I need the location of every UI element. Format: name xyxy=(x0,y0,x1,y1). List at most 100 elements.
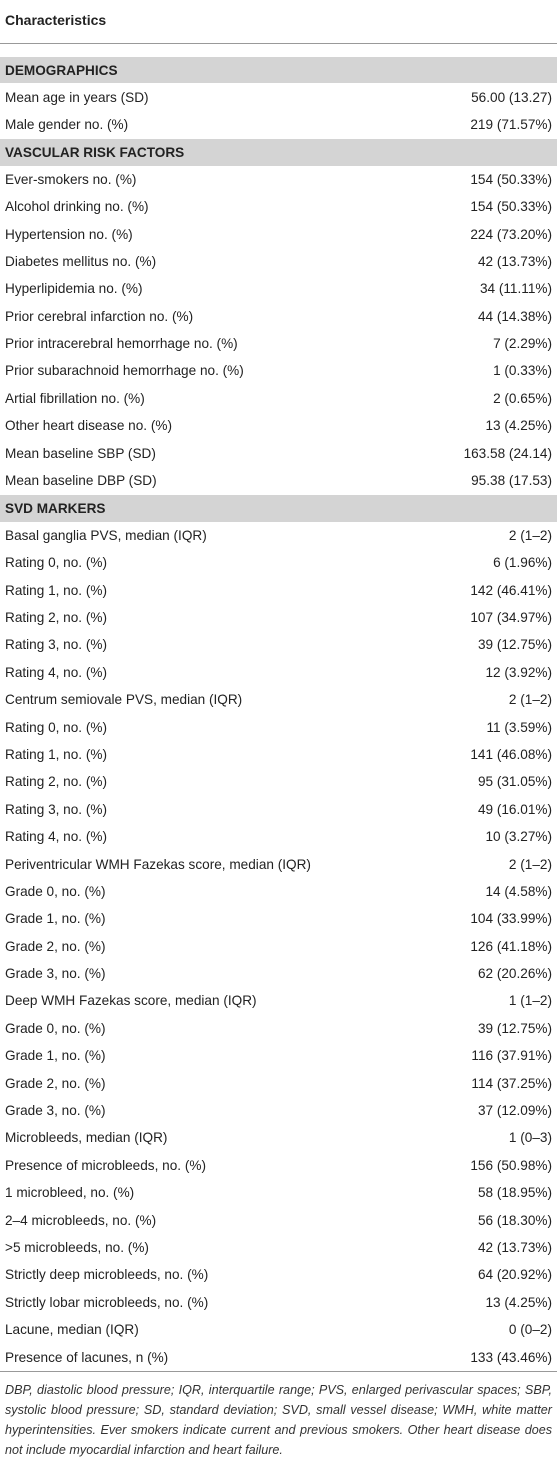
row-value: 2 (0.65%) xyxy=(493,390,552,406)
row-value: 42 (13.73%) xyxy=(477,1239,552,1255)
row-label: Periventricular WMH Fazekas score, media… xyxy=(5,856,311,872)
table-row: Deep WMH Fazekas score, median (IQR) 1 (1… xyxy=(0,987,557,1014)
row-label: Presence of microbleeds, no. (%) xyxy=(5,1157,206,1173)
row-value: 37 (12.09%) xyxy=(477,1103,552,1119)
row-value: 142 (46.41%) xyxy=(470,582,552,598)
row-value: 13 (4.25%) xyxy=(485,1294,553,1310)
row-label: Artial fibrillation no. (%) xyxy=(5,390,145,406)
table-row: Prior cerebral infarction no. (%) 44 (14.… xyxy=(0,303,557,330)
section-header: VASCULAR RISK FACTORS xyxy=(0,138,557,166)
table-header: Characteristics xyxy=(0,0,557,44)
row-label: Diabetes mellitus no. (%) xyxy=(5,253,157,269)
row-label: Centrum semiovale PVS, median (IQR) xyxy=(5,692,243,708)
row-value: 0 (0–2) xyxy=(508,1322,552,1338)
row-value: 154 (50.33%) xyxy=(470,171,552,187)
row-label: Lacune, median (IQR) xyxy=(5,1322,139,1338)
table-row: Presence of microbleeds, no. (%) 156 (50.… xyxy=(0,1152,557,1179)
row-value: 58 (18.95%) xyxy=(477,1185,552,1201)
table-row: Grade 2, no. (%) 114 (37.25%) xyxy=(0,1069,557,1096)
row-value: 39 (12.75%) xyxy=(477,1020,552,1036)
table-row: Male gender no. (%) 219 (71.57%) xyxy=(0,111,557,138)
row-label: 2–4 microbleeds, no. (%) xyxy=(5,1212,157,1228)
row-label: Rating 4, no. (%) xyxy=(5,829,107,845)
table-row: Lacune, median (IQR) 0 (0–2) xyxy=(0,1316,557,1343)
table-row: Rating 3, no. (%) 39 (12.75%) xyxy=(0,631,557,658)
row-label: Rating 0, no. (%) xyxy=(5,719,107,735)
table-row: Rating 1, no. (%) 142 (46.41%) xyxy=(0,576,557,603)
row-value: 39 (12.75%) xyxy=(477,637,552,653)
row-value: 219 (71.57%) xyxy=(470,116,552,132)
row-label: Rating 3, no. (%) xyxy=(5,801,107,817)
table-row: 1 microbleed, no. (%) 58 (18.95%) xyxy=(0,1179,557,1206)
table-row: Alcohol drinking no. (%) 154 (50.33%) xyxy=(0,193,557,220)
table-row: Hyperlipidemia no. (%) 34 (11.11%) xyxy=(0,275,557,302)
row-value: 126 (41.18%) xyxy=(470,938,552,954)
row-label: Grade 1, no. (%) xyxy=(5,911,106,927)
row-value: 95 (31.05%) xyxy=(477,774,552,790)
table-body: DEMOGRAPHICS Mean age in years (SD) 56.00 … xyxy=(0,56,557,1372)
row-value: 1 (1–2) xyxy=(508,993,552,1009)
table-row: Mean age in years (SD) 56.00 (13.27) xyxy=(0,83,557,110)
row-label: Strictly lobar microbleeds, no. (%) xyxy=(5,1294,209,1310)
row-label: Strictly deep microbleeds, no. (%) xyxy=(5,1267,209,1283)
table-row: Rating 0, no. (%) 6 (1.96%) xyxy=(0,549,557,576)
row-value: 2 (1–2) xyxy=(508,527,552,543)
table-row: Diabetes mellitus no. (%) 42 (13.73%) xyxy=(0,248,557,275)
row-value: 114 (37.25%) xyxy=(471,1075,552,1091)
table-row: Other heart disease no. (%) 13 (4.25%) xyxy=(0,412,557,439)
table-row: Hypertension no. (%) 224 (73.20%) xyxy=(0,220,557,247)
row-value: 56 (18.30%) xyxy=(477,1212,552,1228)
table-row: Grade 3, no. (%) 37 (12.09%) xyxy=(0,1097,557,1124)
row-label: Grade 3, no. (%) xyxy=(5,966,106,982)
table-row: Prior subarachnoid hemorrhage no. (%) 1 (… xyxy=(0,357,557,384)
row-label: Grade 0, no. (%) xyxy=(5,883,106,899)
table-row: Strictly lobar microbleeds, no. (%) 13 (4… xyxy=(0,1289,557,1316)
row-label: Prior cerebral infarction no. (%) xyxy=(5,308,194,324)
table-row: 2–4 microbleeds, no. (%) 56 (18.30%) xyxy=(0,1206,557,1233)
row-label: Grade 0, no. (%) xyxy=(5,1020,106,1036)
row-label: Grade 2, no. (%) xyxy=(5,938,106,954)
row-value: 34 (11.11%) xyxy=(479,281,552,297)
row-label: Male gender no. (%) xyxy=(5,116,129,132)
row-label: Rating 1, no. (%) xyxy=(5,582,107,598)
table-row: Rating 3, no. (%) 49 (16.01%) xyxy=(0,796,557,823)
row-value: 64 (20.92%) xyxy=(477,1267,552,1283)
table-row: Rating 4, no. (%) 12 (3.92%) xyxy=(0,659,557,686)
table-row: Grade 1, no. (%) 104 (33.99%) xyxy=(0,905,557,932)
table-row: Microbleeds, median (IQR) 1 (0–3) xyxy=(0,1124,557,1151)
row-label: Rating 2, no. (%) xyxy=(5,774,107,790)
table-row: Strictly deep microbleeds, no. (%) 64 (20… xyxy=(0,1261,557,1288)
row-value: 224 (73.20%) xyxy=(470,226,552,242)
row-label: Microbleeds, median (IQR) xyxy=(5,1130,168,1146)
row-value: 133 (43.46%) xyxy=(470,1349,552,1365)
table-row: Centrum semiovale PVS, median (IQR) 2 (1–… xyxy=(0,686,557,713)
row-label: Presence of lacunes, n (%) xyxy=(5,1349,169,1365)
table-row: Periventricular WMH Fazekas score, media… xyxy=(0,850,557,877)
table-row: Grade 2, no. (%) 126 (41.18%) xyxy=(0,933,557,960)
row-value: 1 (0.33%) xyxy=(493,363,552,379)
row-label: Grade 2, no. (%) xyxy=(5,1075,106,1091)
table-row: Prior intracerebral hemorrhage no. (%) 7 … xyxy=(0,330,557,357)
row-value: 2 (1–2) xyxy=(508,856,552,872)
row-label: Grade 3, no. (%) xyxy=(5,1103,106,1119)
table-row: Grade 1, no. (%) 116 (37.91%) xyxy=(0,1042,557,1069)
table-row: Basal ganglia PVS, median (IQR) 2 (1–2) xyxy=(0,522,557,549)
row-value: 2 (1–2) xyxy=(508,692,552,708)
table-row: Artial fibrillation no. (%) 2 (0.65%) xyxy=(0,385,557,412)
row-label: Deep WMH Fazekas score, median (IQR) xyxy=(5,993,257,1009)
row-value: 56.00 (13.27) xyxy=(471,89,552,105)
row-label: >5 microbleeds, no. (%) xyxy=(5,1239,149,1255)
table-row: Ever-smokers no. (%) 154 (50.33%) xyxy=(0,166,557,193)
row-value: 62 (20.26%) xyxy=(477,966,552,982)
row-label: Hypertension no. (%) xyxy=(5,226,133,242)
row-label: Rating 1, no. (%) xyxy=(5,746,107,762)
row-value: 12 (3.92%) xyxy=(485,664,553,680)
row-value: 107 (34.97%) xyxy=(470,610,552,625)
row-value: 13 (4.25%) xyxy=(485,418,553,434)
row-label: Hyperlipidemia no. (%) xyxy=(5,281,143,297)
table-row: Rating 2, no. (%) 95 (31.05%) xyxy=(0,768,557,795)
row-value: 154 (50.33%) xyxy=(470,199,552,215)
row-value: 10 (3.27%) xyxy=(485,829,553,845)
row-label: Ever-smokers no. (%) xyxy=(5,171,137,187)
